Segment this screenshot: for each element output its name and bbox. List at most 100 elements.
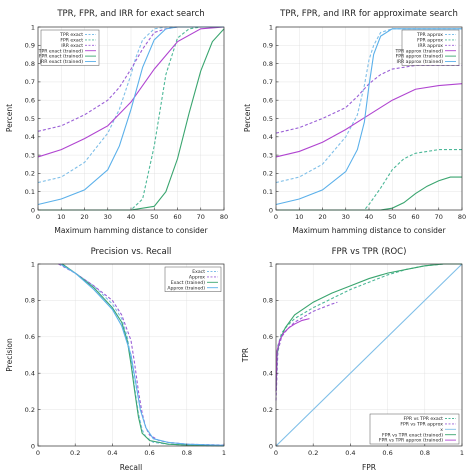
y-tick-label: 0.3 bbox=[25, 151, 35, 159]
y-tick-label: 0.2 bbox=[263, 170, 273, 178]
ticks: 0 0.2 0.4 0.6 0.8 1 0 0.2 0.4 0.6 0.8 1 bbox=[263, 260, 464, 457]
legend-label: Exact bbox=[192, 269, 205, 275]
y-tick-label: 0.6 bbox=[263, 333, 273, 341]
y-tick-label: 0.8 bbox=[263, 297, 273, 305]
series-line bbox=[37, 26, 225, 158]
chart-approximate-search: TPR, FPR, and IRR for approximate search… bbox=[243, 9, 466, 235]
chart-title: TPR, FPR, and IRR for exact search bbox=[56, 9, 204, 19]
plot-frame bbox=[275, 263, 463, 447]
y-tick-label: 0.9 bbox=[263, 42, 273, 50]
y-axis-label: Percent bbox=[5, 104, 14, 132]
y-tick-label: 0.2 bbox=[25, 170, 35, 178]
ticks: 0 0.2 0.4 0.6 0.8 1 0 0.2 0.4 0.6 0.8 1 bbox=[25, 260, 226, 457]
y-tick-label: 0.9 bbox=[25, 42, 35, 50]
legend-label: FPR vs TPR exact (trained) bbox=[382, 432, 443, 438]
series-line bbox=[276, 176, 462, 211]
x-tick-label: 50 bbox=[150, 213, 158, 221]
x-tick-label: 0.2 bbox=[308, 449, 318, 457]
x-axis-label: Maximum hamming distance to consider bbox=[54, 226, 208, 235]
y-tick-label: 0.6 bbox=[25, 97, 35, 105]
y-tick-label: 0.2 bbox=[25, 406, 35, 414]
y-tick-label: 1 bbox=[269, 23, 273, 31]
x-tick-label: 70 bbox=[197, 213, 205, 221]
x-tick-label: 80 bbox=[220, 213, 228, 221]
legend-box bbox=[369, 413, 460, 445]
legend-label: FPR vs TPR approx bbox=[400, 422, 443, 428]
x-tick-label: 0.6 bbox=[382, 449, 392, 457]
legend-label: Approx (trained) bbox=[167, 285, 205, 291]
x-tick-label: 1 bbox=[222, 449, 226, 457]
chart-exact-search: TPR, FPR, and IRR for exact search Maxim… bbox=[5, 9, 228, 235]
grid bbox=[37, 26, 225, 211]
y-tick-label: 0.8 bbox=[25, 60, 35, 68]
series-line bbox=[275, 263, 462, 392]
legend-label: x bbox=[440, 428, 443, 433]
legend-label: TPR approx (trained) bbox=[394, 48, 443, 54]
legend-label: FPR vs TPR exact bbox=[404, 416, 444, 422]
legend-label: FPR exact (trained) bbox=[39, 54, 83, 60]
y-tick-label: 0 bbox=[269, 206, 273, 214]
series-line bbox=[61, 263, 225, 447]
legend-label: FPR approx bbox=[417, 38, 443, 44]
x-tick-label: 60 bbox=[173, 213, 181, 221]
chart-roc: FPR vs TPR (ROC) FPR TPR 0 0.2 0.4 0.6 0.8 1 0… bbox=[241, 247, 464, 472]
series-line bbox=[58, 263, 225, 446]
y-axis-label: TPR bbox=[241, 348, 250, 363]
x-tick-label: 40 bbox=[127, 213, 135, 221]
x-axis-label: FPR bbox=[362, 463, 376, 472]
series-line bbox=[60, 263, 225, 446]
ticks: 0 10 20 30 40 50 60 70 80 0 0.1 0.2 0.3 0.4 0.5 0.6 0.7 0… bbox=[263, 23, 466, 221]
legend-label: TPR exact bbox=[59, 32, 83, 38]
x-tick-label: 0 bbox=[36, 449, 40, 457]
legend-label: FPR exact bbox=[60, 38, 83, 44]
legend-label: TPR exact (trained) bbox=[38, 48, 84, 54]
chart-title: FPR vs TPR (ROC) bbox=[332, 247, 407, 257]
y-tick-label: 0.5 bbox=[263, 115, 273, 123]
y-tick-label: 0.8 bbox=[263, 60, 273, 68]
legend-label: IRR exact (trained) bbox=[40, 59, 83, 65]
legend-label: Approx bbox=[189, 275, 205, 281]
y-tick-label: 0 bbox=[31, 442, 35, 450]
y-tick-label: 0.6 bbox=[25, 333, 35, 341]
ticks: 0 10 20 30 40 50 60 70 80 0 0.1 0.2 0.3 0.4 0.5 0.6 0.7 0… bbox=[25, 23, 228, 221]
series-line bbox=[275, 83, 463, 158]
y-tick-label: 0.4 bbox=[263, 370, 273, 378]
y-tick-label: 0.5 bbox=[25, 115, 35, 123]
x-tick-label: 20 bbox=[80, 213, 88, 221]
y-tick-label: 0.4 bbox=[25, 133, 35, 141]
legend-label: Exact (trained) bbox=[171, 280, 205, 286]
y-tick-label: 1 bbox=[269, 260, 273, 268]
x-tick-label: 0 bbox=[274, 449, 278, 457]
y-tick-label: 0.7 bbox=[263, 78, 273, 86]
legend-box bbox=[401, 29, 460, 66]
x-tick-label: 60 bbox=[411, 213, 419, 221]
x-tick-label: 80 bbox=[458, 213, 466, 221]
legend-label: IRR approx bbox=[418, 43, 443, 49]
series-line bbox=[275, 263, 462, 392]
y-tick-label: 1 bbox=[31, 23, 35, 31]
x-tick-label: 0.4 bbox=[107, 449, 117, 457]
series-line bbox=[38, 28, 225, 211]
y-tick-label: 0 bbox=[269, 442, 273, 450]
x-tick-label: 1 bbox=[460, 449, 464, 457]
y-tick-label: 0.2 bbox=[263, 406, 273, 414]
legend-label: IRR approx (trained) bbox=[396, 59, 443, 65]
legend-label: TPR approx bbox=[416, 32, 443, 38]
y-tick-label: 0.3 bbox=[263, 151, 273, 159]
series-group bbox=[58, 263, 225, 447]
y-tick-label: 0.1 bbox=[25, 188, 35, 196]
y-tick-label: 0.7 bbox=[25, 78, 35, 86]
x-axis-label: Recall bbox=[120, 463, 142, 472]
series-group bbox=[275, 263, 463, 447]
x-tick-label: 70 bbox=[435, 213, 443, 221]
y-tick-label: 0 bbox=[31, 206, 35, 214]
series-line bbox=[276, 149, 462, 211]
x-tick-label: 30 bbox=[342, 213, 350, 221]
series-line bbox=[275, 318, 310, 392]
legend-box bbox=[40, 29, 100, 66]
x-tick-label: 0.8 bbox=[182, 449, 192, 457]
